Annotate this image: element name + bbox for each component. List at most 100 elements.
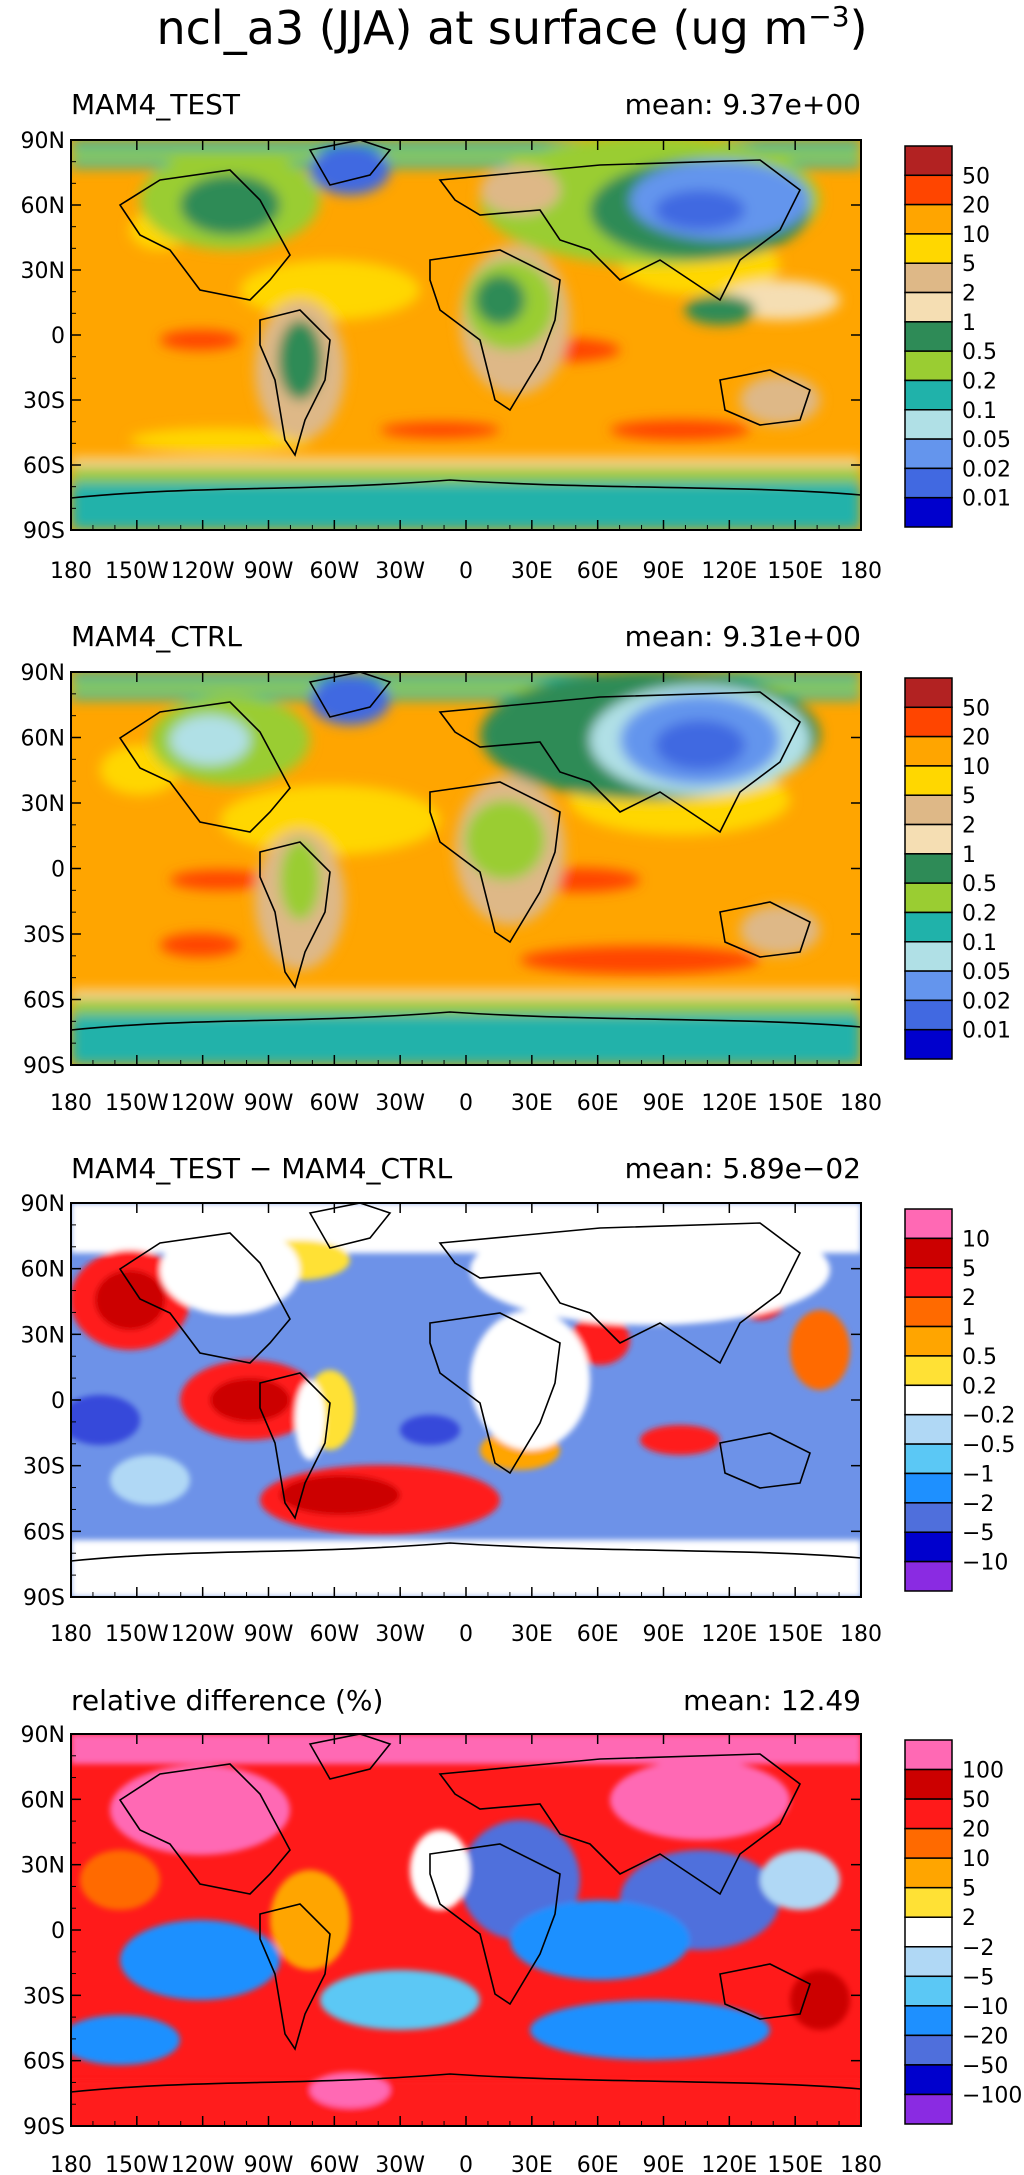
- colorbar-swatch: [904, 1857, 953, 1889]
- panel-title: MAM4_CTRL: [71, 620, 242, 653]
- x-tick-label: 0: [459, 2153, 473, 2175]
- colorbar-label: 0.1: [962, 931, 997, 956]
- y-tick-label: 60N: [21, 727, 65, 752]
- colorbar-label: 10: [962, 1847, 990, 1872]
- y-tick-label: 0: [51, 858, 65, 883]
- y-tick-label: 60S: [23, 989, 65, 1014]
- x-tick-label: 90W: [244, 1622, 294, 1647]
- panel-title: relative difference (%): [71, 1684, 383, 1717]
- colorbar-swatch: [904, 1267, 953, 1298]
- x-tick-label: 60W: [309, 1091, 359, 1116]
- y-tick-label: 30N: [21, 259, 65, 284]
- colorbar-label: 5: [962, 252, 976, 277]
- panel-mam4-test: MAM4_TEST mean: 9.37e+00: [70, 88, 862, 531]
- x-tick-label: 60E: [577, 2153, 619, 2175]
- colorbar-label: −2: [962, 1492, 994, 1517]
- y-tick-label: 60N: [21, 1788, 65, 1813]
- x-tick-label: 120E: [701, 559, 757, 584]
- panel-mean: mean: 12.49: [683, 1684, 861, 1717]
- x-tick-label: 120W: [171, 1091, 235, 1116]
- colorbar-label: −2: [962, 1936, 994, 1961]
- colorbar-label: 10: [962, 1227, 990, 1252]
- colorbar-label: 5: [962, 1257, 976, 1282]
- axes-panel-2: 180 150W 120W 90W 60W 30W 0 30E 60E 90E 120E 150E 18…: [21, 1192, 882, 1647]
- colorbar-swatch: [904, 174, 953, 206]
- colorbar-swatch: [904, 1916, 953, 1948]
- colorbar-label: −100: [962, 2083, 1022, 2108]
- colorbar-label: 1: [962, 843, 976, 868]
- colorbar-label: 0.1: [962, 399, 997, 424]
- y-tick-label: 90S: [23, 1054, 65, 1079]
- x-tick-label: 30E: [511, 1091, 553, 1116]
- colorbar-label: 2: [962, 1906, 976, 1931]
- colorbar-swatch: [904, 970, 953, 1002]
- y-tick-label: 30S: [23, 1455, 65, 1480]
- colorbar-label: 2: [962, 282, 976, 307]
- x-tick-label: 90E: [643, 1091, 685, 1116]
- colorbar-label: −0.2: [962, 1404, 1015, 1429]
- colorbar-label: 0.02: [962, 457, 1011, 482]
- colorbar-3: 100 50 20 10 5 2 −2 −5 −10 −20 −50 −100: [904, 1739, 1022, 2125]
- x-tick-label: 120E: [701, 1622, 757, 1647]
- x-tick-label: 180: [50, 2153, 92, 2175]
- colorbar-label: 2: [962, 1286, 976, 1311]
- y-tick-label: 30S: [23, 923, 65, 948]
- colorbar-label: 50: [962, 164, 990, 189]
- colorbar-swatch: [904, 1384, 953, 1416]
- x-tick-label: 60E: [577, 1091, 619, 1116]
- x-tick-label: 150W: [105, 2153, 169, 2175]
- colorbar-swatch: [904, 823, 953, 855]
- x-tick-label: 0: [459, 1091, 473, 1116]
- colorbar-label: 0.5: [962, 1345, 997, 1370]
- colorbar-swatch: [904, 1827, 953, 1859]
- x-tick-label: 150E: [767, 1622, 823, 1647]
- colorbar-swatch: [904, 853, 953, 884]
- panel-mean: mean: 5.89e−02: [625, 1152, 861, 1185]
- y-tick-label: 60N: [21, 1258, 65, 1283]
- y-tick-label: 90S: [23, 519, 65, 544]
- panel-difference: MAM4_TEST − MAM4_CTRL mean: 5.89e−02: [70, 1152, 862, 1598]
- colorbar-label: 1: [962, 311, 976, 336]
- colorbar-swatch: [904, 496, 953, 528]
- y-tick-label: 0: [51, 324, 65, 349]
- panel-relative-difference: relative difference (%) mean: 12.49: [70, 1684, 862, 2127]
- colorbar-swatch: [904, 145, 953, 177]
- y-tick-label: 30S: [23, 1984, 65, 2009]
- x-tick-label: 120W: [171, 1622, 235, 1647]
- x-tick-label: 30E: [511, 559, 553, 584]
- y-tick-label: 30S: [23, 389, 65, 414]
- y-tick-label: 0: [51, 1919, 65, 1944]
- colorbar-label: 0.5: [962, 340, 997, 365]
- colorbar-1: 50 20 10 5 2 1 0.5 0.2 0.1 0.05 0.02 0.01: [904, 677, 1011, 1060]
- x-tick-label: 120E: [701, 1091, 757, 1116]
- colorbar-swatch: [904, 1443, 953, 1475]
- colorbar-swatch: [904, 1413, 953, 1445]
- colorbar-swatch: [904, 2064, 953, 2096]
- x-tick-label: 150W: [105, 559, 169, 584]
- x-tick-label: 180: [50, 559, 92, 584]
- y-tick-label: 90N: [21, 1723, 65, 1748]
- coastlines: [70, 1202, 862, 1562]
- colorbar-swatch: [904, 1798, 953, 1830]
- colorbar-swatch: [904, 735, 953, 767]
- y-tick-label: 60S: [23, 2050, 65, 2075]
- y-tick-label: 90S: [23, 2115, 65, 2140]
- colorbar-swatch: [904, 321, 953, 352]
- axes-panel-3: 180 150W 120W 90W 60W 30W 0 30E 60E 90E 120E 150E 18…: [21, 1723, 882, 2175]
- colorbar-label: 2: [962, 814, 976, 839]
- y-tick-label: 90N: [21, 661, 65, 686]
- colorbar-swatch: [904, 1237, 953, 1269]
- colorbar-swatch: [904, 2093, 953, 2125]
- colorbar-swatch: [904, 2034, 953, 2066]
- colorbar-swatch: [904, 999, 953, 1031]
- colorbar-swatch: [904, 350, 953, 382]
- x-tick-label: 150E: [767, 2153, 823, 2175]
- x-tick-label: 90E: [643, 2153, 685, 2175]
- map-field: [71, 140, 861, 530]
- map-field: [71, 672, 861, 1065]
- colorbar-label: 100: [962, 1759, 1004, 1784]
- colorbar-label: −20: [962, 2024, 1008, 2049]
- y-tick-label: 60N: [21, 194, 65, 219]
- x-tick-label: 180: [840, 1091, 882, 1116]
- x-tick-label: 60W: [309, 1622, 359, 1647]
